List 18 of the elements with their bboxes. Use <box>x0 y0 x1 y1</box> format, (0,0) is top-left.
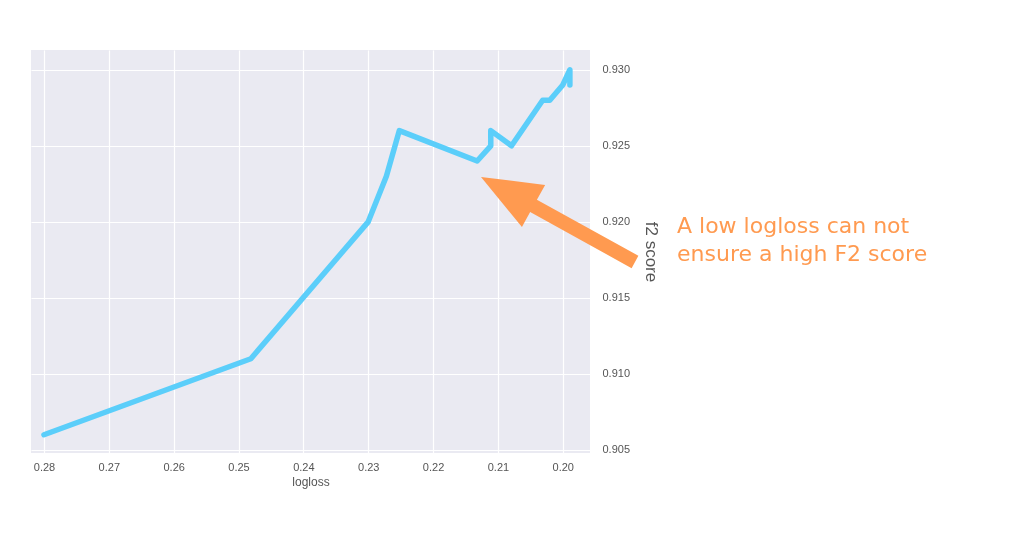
x-tick-label: 0.28 <box>33 460 56 473</box>
x-tick-label: 0.27 <box>98 460 121 473</box>
y-tick-label: 0.915 <box>602 291 631 304</box>
x-tick-label: 0.25 <box>228 460 250 473</box>
x-tick-label: 0.23 <box>358 460 380 473</box>
x-tick-label: 0.22 <box>422 460 445 473</box>
y-tick-label: 0.930 <box>602 63 631 76</box>
y-tick-label: 0.905 <box>602 443 631 456</box>
y-axis-title: f2 score <box>642 221 662 283</box>
y-tick-label: 0.920 <box>602 215 631 228</box>
x-axis-title: logloss <box>292 474 330 489</box>
x-tick-label: 0.24 <box>293 460 315 473</box>
y-tick-label: 0.925 <box>602 139 631 152</box>
x-tick-label: 0.26 <box>163 460 185 473</box>
text: A low logloss can not ensure a high F2 score <box>677 212 929 268</box>
y-tick-label: 0.910 <box>602 367 631 380</box>
x-tick-label: 0.20 <box>552 460 574 473</box>
x-tick-label: 0.21 <box>487 460 510 473</box>
